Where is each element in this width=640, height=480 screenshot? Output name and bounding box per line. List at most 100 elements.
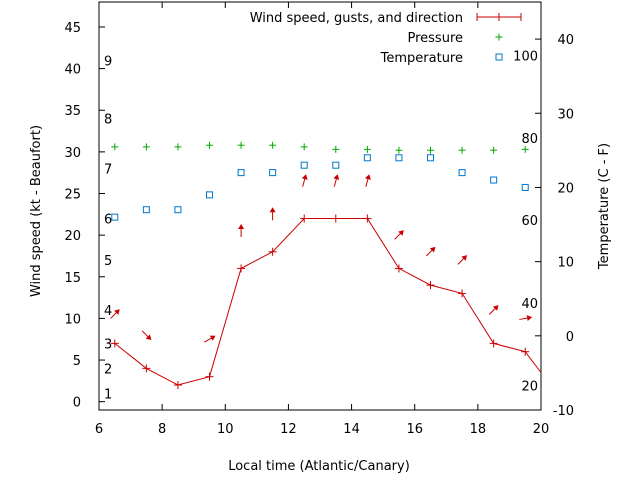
x-tick-label: 8 — [158, 422, 166, 437]
gust-arrow — [333, 174, 340, 187]
beaufort-label: 6 — [104, 212, 112, 227]
gust-arrow-head — [301, 174, 308, 180]
beaufort-label: 1 — [104, 387, 112, 402]
x-tick-label: 10 — [217, 422, 234, 437]
y2-tick-label: 10 — [557, 256, 574, 271]
plot-border — [98, 1, 542, 411]
pressure-point — [427, 146, 434, 154]
y-tick-label: 45 — [64, 21, 81, 36]
x-axis-label: Local time (Atlantic/Canary) — [228, 459, 410, 474]
wind-speed-point — [173, 381, 182, 390]
wind-speed-point — [142, 364, 151, 373]
x-tick-label: 14 — [343, 422, 360, 437]
wind-speed-point — [426, 281, 435, 290]
gust-arrow — [110, 309, 120, 319]
y2-tick-label: 30 — [557, 107, 574, 122]
wind-speed-point — [363, 214, 372, 223]
fahrenheit-label: 80 — [521, 132, 538, 147]
y-tick-label: 35 — [64, 104, 81, 119]
legend: Wind speed, gusts, and direction Pressure… — [250, 11, 522, 66]
legend-label: Wind speed, gusts, and direction — [250, 11, 463, 26]
wind-speed-point — [237, 264, 246, 273]
y2-tick-label: -10 — [553, 404, 574, 419]
pressure-point — [332, 145, 340, 153]
axes: 6 8 10 12 14 16 18 20051015202530354045-1001020… — [64, 1, 574, 437]
y2-tick-label: 20 — [557, 181, 574, 196]
gust-arrow-head — [209, 335, 216, 341]
gust-arrow-head — [269, 207, 276, 213]
gust-arrow-head — [526, 315, 533, 322]
gust-arrow — [204, 335, 216, 343]
series-layer — [110, 141, 542, 390]
pressure-point — [458, 146, 466, 154]
wind-speed-point — [205, 372, 214, 381]
temperature-point — [490, 176, 498, 184]
legend-item: Pressure — [407, 31, 503, 46]
beaufort-label: 8 — [104, 113, 112, 128]
gust-arrow-head — [492, 305, 499, 311]
temperature-point — [332, 161, 340, 169]
fahrenheit-label: 60 — [521, 214, 538, 229]
y2-tick-label: 0 — [566, 330, 574, 345]
gust-arrow-head — [365, 174, 371, 180]
fahrenheit-label: 100 — [513, 49, 538, 64]
wind-speed-point — [458, 289, 467, 298]
beaufort-label: 4 — [104, 304, 112, 319]
gust-arrow — [457, 255, 468, 265]
gust-arrow-head — [461, 255, 468, 261]
wind-speed-point — [394, 264, 403, 273]
gust-arrow — [519, 315, 533, 322]
beaufort-label: 7 — [104, 163, 112, 178]
temperature-point — [206, 191, 213, 199]
y-tick-label: 40 — [64, 63, 81, 78]
x-tick-label: 12 — [280, 422, 297, 437]
temperature-point — [363, 154, 371, 162]
pressure-point — [237, 141, 245, 149]
y-tick-label: 10 — [64, 312, 81, 327]
temperature-point — [237, 169, 245, 177]
x-tick-label: 6 — [95, 422, 103, 437]
beaufort-label: 3 — [104, 337, 112, 352]
pressure-point — [521, 145, 529, 153]
beaufort-label: 9 — [104, 54, 112, 69]
temperature-point — [111, 213, 119, 221]
pressure-point — [269, 141, 277, 149]
pressure-point — [142, 143, 150, 151]
legend-label: Temperature — [380, 51, 463, 66]
beaufort-label: 5 — [104, 254, 112, 269]
y2-axis-label: Temperature (C - F) — [597, 143, 612, 270]
gust-arrow — [394, 230, 404, 240]
y-tick-label: 0 — [73, 396, 81, 411]
wind-speed-point — [331, 214, 340, 223]
x-tick-label: 16 — [406, 422, 423, 437]
legend-swatch-square — [495, 53, 503, 61]
pressure-point — [490, 146, 498, 154]
gust-arrow-head — [114, 309, 120, 315]
wind-speed-point — [268, 247, 277, 256]
pressure-point — [206, 141, 213, 149]
gust-arrow-head — [238, 224, 245, 229]
gust-arrow-head — [145, 334, 152, 341]
pressure-point — [395, 146, 403, 154]
legend-item: Temperature — [380, 51, 503, 66]
y-tick-label: 30 — [64, 146, 81, 161]
gust-arrow — [238, 224, 245, 237]
pressure-point — [111, 143, 119, 151]
wind-speed-point — [489, 339, 498, 348]
y-tick-label: 20 — [64, 229, 81, 244]
gust-arrow — [489, 305, 499, 315]
pressure-point — [363, 145, 371, 153]
y-tick-label: 25 — [64, 188, 81, 203]
gust-arrow — [365, 174, 371, 187]
gust-arrow — [269, 207, 276, 221]
temperature-point — [458, 169, 466, 177]
y-tick-label: 5 — [73, 354, 81, 369]
y2-tick-label: 40 — [557, 33, 574, 48]
gust-arrow-head — [398, 230, 404, 236]
temperature-point — [395, 154, 403, 162]
legend-item: Wind speed, gusts, and direction — [250, 11, 522, 26]
beaufort-label: 2 — [104, 362, 112, 377]
temperature-point — [427, 154, 434, 162]
